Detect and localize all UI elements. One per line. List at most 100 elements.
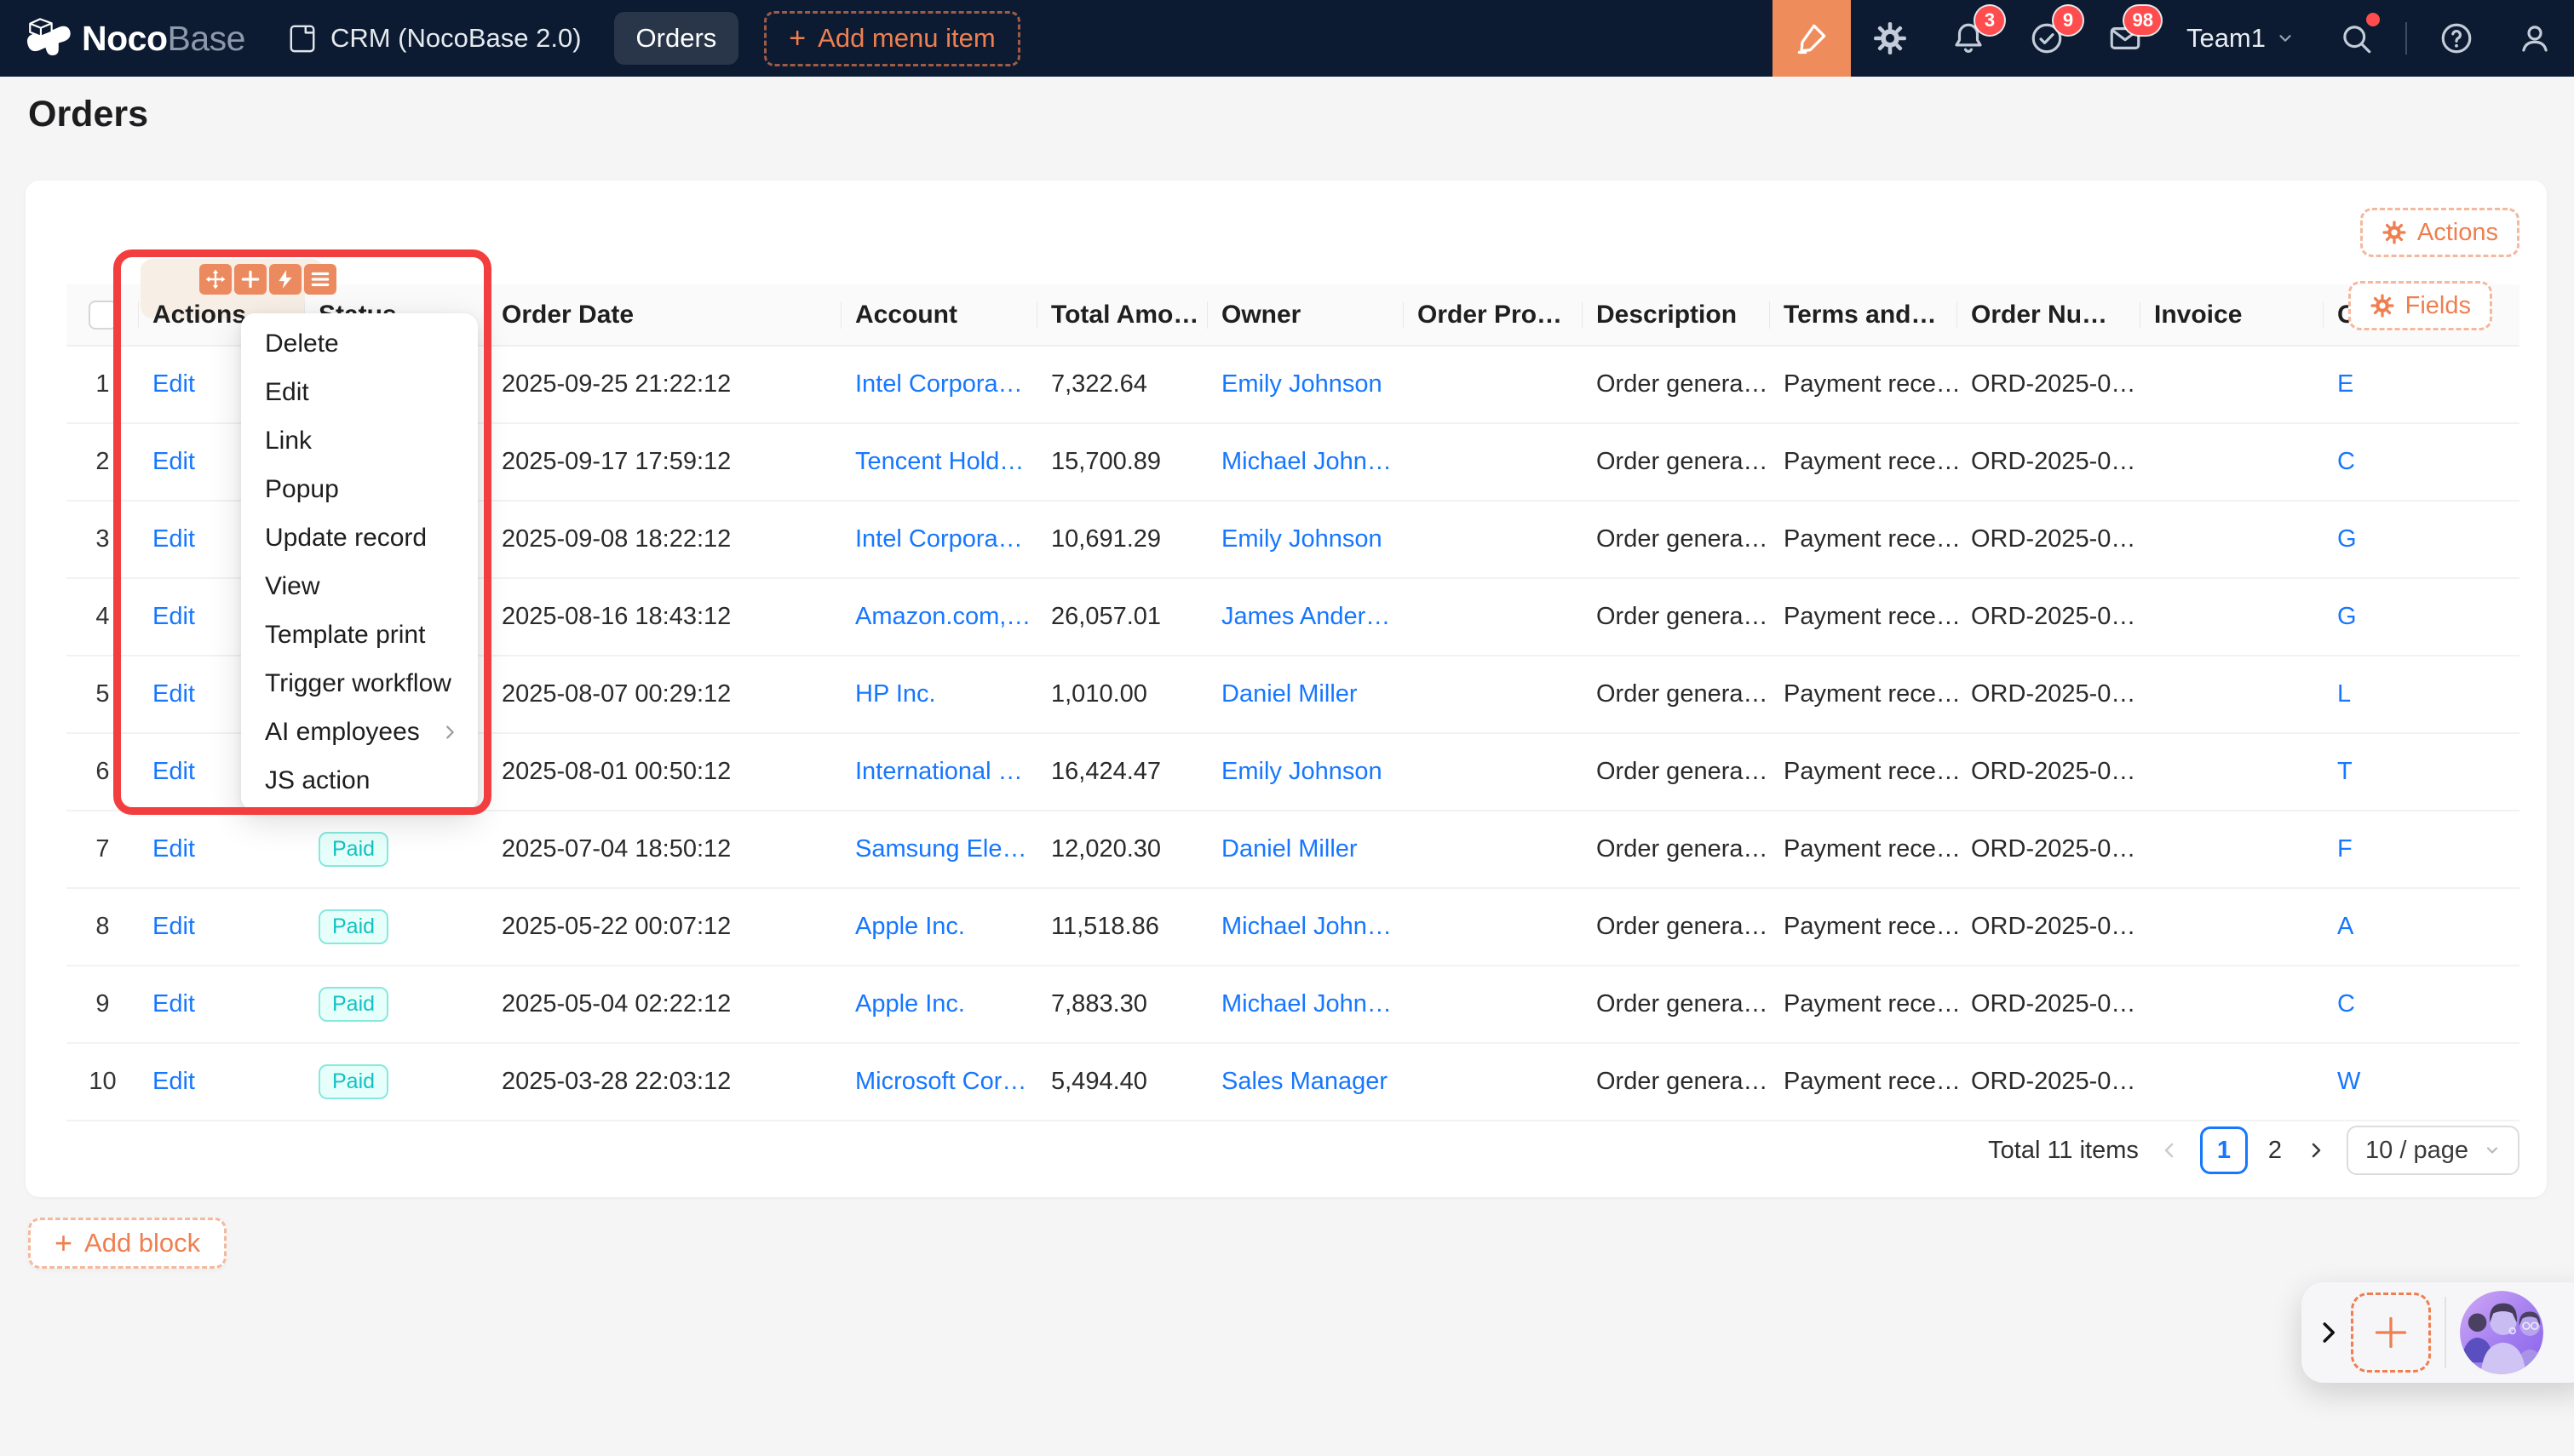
cell-action: Edit (139, 888, 305, 966)
contact-link[interactable]: T (2337, 758, 2353, 785)
account-link[interactable]: Microsoft Cor… (855, 1068, 1027, 1095)
messages-button[interactable]: 98 (2086, 0, 2164, 77)
add-ai-employee-button[interactable] (2351, 1293, 2431, 1373)
menu-item-link[interactable]: Link (241, 416, 478, 465)
cell-invoice (2140, 811, 2324, 889)
action-link[interactable]: Edit (152, 525, 195, 553)
account-link[interactable]: Samsung Ele… (855, 835, 1027, 863)
flash-icon[interactable] (269, 264, 302, 295)
add-action-icon[interactable] (234, 264, 267, 295)
action-link[interactable]: Edit (152, 758, 195, 785)
help-button[interactable] (2417, 0, 2496, 77)
fields-config-button[interactable]: Fields (2347, 281, 2492, 330)
cell-num: 2 (66, 423, 139, 502)
tasks-button[interactable]: 9 (2008, 0, 2086, 77)
action-link[interactable]: Edit (152, 990, 195, 1017)
plus-icon: + (789, 21, 807, 54)
account-link[interactable]: HP Inc. (855, 680, 936, 708)
contact-link[interactable]: C (2337, 990, 2355, 1017)
contact-link[interactable]: W (2337, 1068, 2361, 1095)
account-link[interactable]: Tencent Hold… (855, 448, 1025, 475)
menu-item-template-print[interactable]: Template print (241, 610, 478, 659)
menu-item-update-record[interactable]: Update record (241, 513, 478, 562)
team-switcher[interactable]: Team1 (2164, 23, 2317, 54)
contact-link[interactable]: G (2337, 603, 2357, 630)
cell-num: 6 (66, 733, 139, 811)
menu-item-popup[interactable]: Popup (241, 465, 478, 513)
page-size-select[interactable]: 10 / page (2347, 1126, 2519, 1175)
nav-crm-menu[interactable]: CRM (NocoBase 2.0) (288, 22, 582, 54)
navbar-right: 3 9 98 Team1 (1772, 0, 2574, 77)
contact-link[interactable]: F (2337, 835, 2353, 863)
account-link[interactable]: Intel Corpora… (855, 525, 1023, 553)
column-header-order_product: Order Pro… (1404, 284, 1583, 347)
drag-handle-icon[interactable] (199, 264, 232, 295)
contact-link[interactable]: A (2337, 913, 2354, 940)
collapse-chevron-icon[interactable] (2312, 1311, 2344, 1354)
add-menu-item-button[interactable]: + Add menu item (764, 10, 1020, 66)
cell-account: Amazon.com,… (842, 578, 1037, 656)
menu-item-delete[interactable]: Delete (241, 319, 478, 368)
action-link[interactable]: Edit (152, 370, 195, 398)
user-button[interactable] (2496, 0, 2574, 77)
action-link[interactable]: Edit (152, 680, 195, 708)
cell-description: Order genera… (1583, 501, 1770, 579)
cell-order_date: 2025-08-01 00:50:12 (488, 733, 842, 811)
owner-link[interactable]: Sales Manager (1221, 1068, 1388, 1095)
ai-employees-avatar[interactable] (2460, 1291, 2543, 1374)
pagination-next-button[interactable] (2302, 1137, 2330, 1164)
menu-item-view[interactable]: View (241, 562, 478, 610)
menu-item-js-action[interactable]: JS action (241, 756, 478, 805)
account-link[interactable]: Apple Inc. (855, 990, 965, 1017)
account-link[interactable]: International … (855, 758, 1023, 785)
cell-total: 16,424.47 (1037, 733, 1208, 811)
contact-link[interactable]: G (2337, 525, 2357, 553)
menu-item-trigger-workflow[interactable]: Trigger workflow (241, 659, 478, 708)
contact-link[interactable]: E (2337, 370, 2354, 398)
action-link[interactable]: Edit (152, 1068, 195, 1095)
highlighter-pen-icon (1793, 20, 1830, 57)
settings-button[interactable] (1851, 0, 1929, 77)
owner-link[interactable]: Emily Johnson (1221, 370, 1382, 398)
owner-link[interactable]: Michael John… (1221, 448, 1392, 475)
add-block-button[interactable]: + Add block (28, 1218, 227, 1269)
account-link[interactable]: Amazon.com,… (855, 603, 1031, 630)
owner-link[interactable]: Daniel Miller (1221, 680, 1358, 708)
ui-editor-button[interactable] (1772, 0, 1851, 77)
notifications-button[interactable]: 3 (1929, 0, 2008, 77)
cell-terms: Payment rece… (1770, 811, 1957, 889)
account-link[interactable]: Apple Inc. (855, 913, 965, 940)
cell-num: 7 (66, 811, 139, 889)
column-header-label: Total Amo… (1051, 300, 1199, 329)
owner-link[interactable]: Michael John… (1221, 990, 1392, 1017)
nocobase-logo[interactable]: NocoBase (24, 16, 245, 60)
search-button[interactable] (2317, 0, 2395, 77)
select-all-checkbox[interactable] (88, 301, 118, 330)
cell-order_date: 2025-08-16 18:43:12 (488, 578, 842, 656)
pagination-prev-button[interactable] (2156, 1137, 2183, 1164)
owner-link[interactable]: Emily Johnson (1221, 525, 1382, 553)
actions-config-button[interactable]: Actions (2359, 208, 2519, 257)
pagination-page-1[interactable]: 1 (2199, 1126, 2248, 1174)
cell-num: 4 (66, 578, 139, 656)
owner-link[interactable]: James Ander… (1221, 603, 1391, 630)
owner-link[interactable]: Emily Johnson (1221, 758, 1382, 785)
nav-tab-orders[interactable]: Orders (613, 12, 739, 65)
pagination: Total 11 items 1 2 10 / page (1988, 1126, 2519, 1175)
menu-item-ai-employees[interactable]: AI employees (241, 708, 478, 756)
menu-settings-icon[interactable] (304, 264, 336, 295)
action-link[interactable]: Edit (152, 835, 195, 863)
messages-badge: 98 (2124, 6, 2161, 35)
chevron-right-icon (2312, 1143, 2321, 1158)
action-link[interactable]: Edit (152, 913, 195, 940)
contact-link[interactable]: C (2337, 448, 2355, 475)
action-link[interactable]: Edit (152, 448, 195, 475)
pagination-page-2[interactable]: 2 (2265, 1137, 2285, 1165)
owner-link[interactable]: Daniel Miller (1221, 835, 1358, 863)
owner-link[interactable]: Michael John… (1221, 913, 1392, 940)
account-link[interactable]: Intel Corpora… (855, 370, 1023, 398)
menu-item-edit[interactable]: Edit (241, 368, 478, 416)
contact-link[interactable]: L (2337, 680, 2352, 708)
table-row: 5 Edit 2025-08-07 00:29:12 HP Inc. 1,010.00 D… (66, 656, 2519, 734)
action-link[interactable]: Edit (152, 603, 195, 630)
